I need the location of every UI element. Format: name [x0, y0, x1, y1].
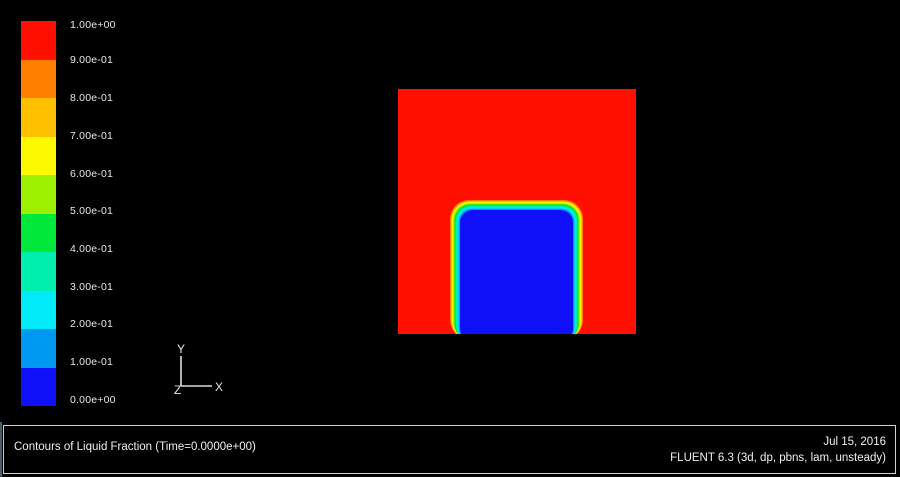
status-bar: Contours of Liquid Fraction (Time=0.0000… — [3, 425, 896, 474]
colorbar-band — [21, 290, 56, 329]
axis-y-label: Y — [177, 342, 185, 356]
contour-plot-svg — [398, 89, 636, 334]
axis-z-label: Z — [174, 383, 181, 394]
axis-triad: Y Z X — [172, 342, 226, 394]
contour-plot[interactable] — [398, 89, 636, 334]
colorbar-tick-label: 2.00e-01 — [70, 318, 114, 330]
colorbar-band — [21, 329, 56, 368]
contour-title-text: Contours of Liquid Fraction (Time=0.0000… — [14, 441, 256, 453]
colorbar-band — [21, 21, 56, 60]
colorbar-legend — [20, 20, 57, 407]
colorbar-band — [21, 367, 56, 406]
colorbar-tick-label: 9.00e-01 — [70, 54, 114, 66]
colorbar-band — [21, 98, 56, 137]
colorbar-tick-labels: 1.00e+00 9.00e-01 8.00e-01 7.00e-01 6.00… — [70, 19, 140, 406]
colorbar-tick-label: 4.00e-01 — [70, 243, 114, 255]
colorbar-band — [21, 175, 56, 214]
colorbar-tick-label: 6.00e-01 — [70, 168, 114, 180]
colorbar-tick-label: 0.00e+00 — [70, 394, 116, 406]
contour-region-solid-block — [460, 210, 573, 334]
graphics-rendering-area[interactable]: 1.00e+00 9.00e-01 8.00e-01 7.00e-01 6.00… — [0, 0, 900, 422]
date-text: Jul 15, 2016 — [823, 436, 886, 448]
colorbar-band — [21, 252, 56, 291]
colorbar-band — [21, 59, 56, 98]
colorbar-tick-label: 1.00e-01 — [70, 356, 114, 368]
colorbar-tick-label: 7.00e-01 — [70, 130, 114, 142]
colorbar-band — [21, 213, 56, 252]
colorbar-tick-label: 8.00e-01 — [70, 92, 114, 104]
colorbar-band — [21, 136, 56, 175]
solver-version-text: FLUENT 6.3 (3d, dp, pbns, lam, unsteady) — [670, 452, 886, 464]
axis-x-label: X — [215, 380, 223, 394]
colorbar-tick-label: 3.00e-01 — [70, 281, 114, 293]
colorbar-tick-label: 1.00e+00 — [70, 19, 116, 31]
colorbar-tick-label: 5.00e-01 — [70, 205, 114, 217]
solver-info-block: Jul 15, 2016 FLUENT 6.3 (3d, dp, pbns, l… — [670, 434, 886, 466]
